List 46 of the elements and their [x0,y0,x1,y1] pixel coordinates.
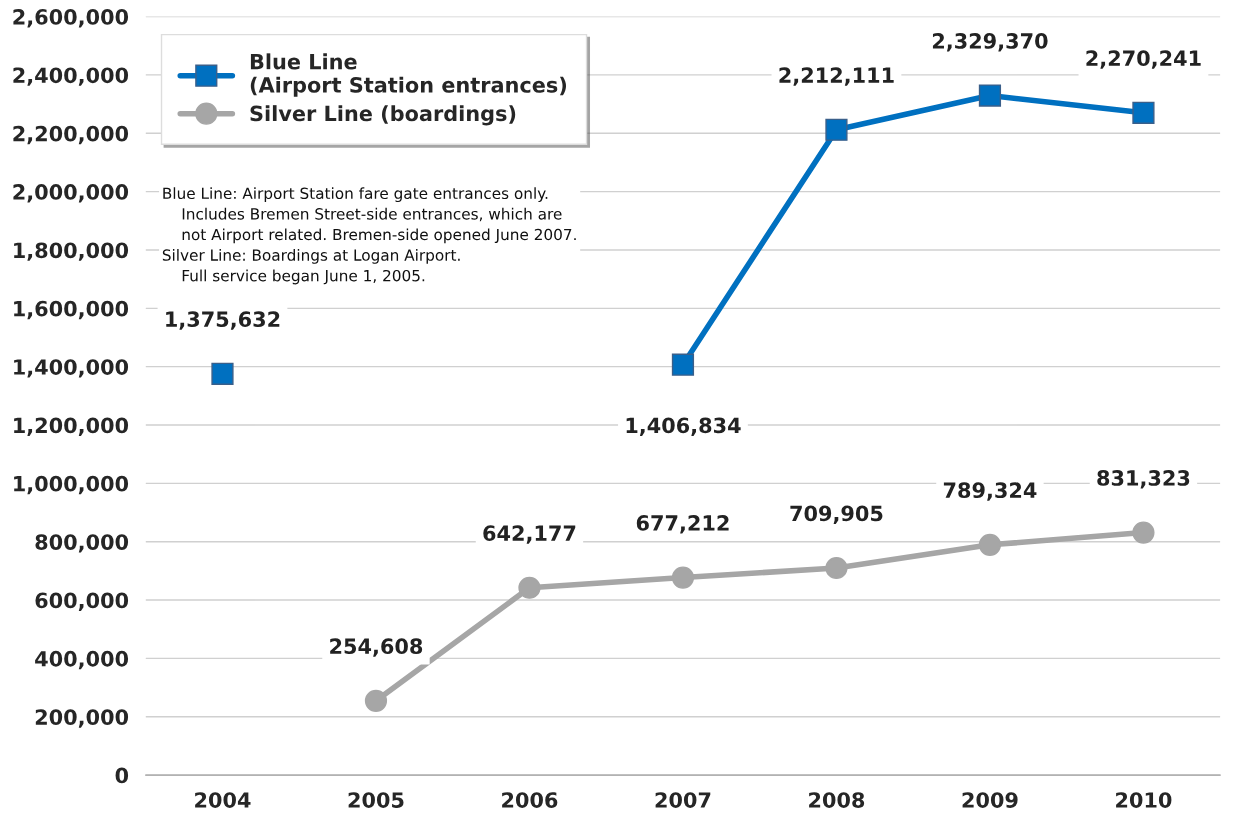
y-tick-label: 200,000 [35,709,129,728]
x-tick-label: 2010 [1116,792,1172,808]
data-label: 831,323 [1097,470,1190,489]
x-tick-label: 2004 [195,792,251,808]
x-tick-label: 2009 [962,792,1018,808]
x-tick-label: 2008 [809,792,865,808]
data-label: 2,329,370 [932,33,1048,52]
legend-label: Silver Line (boardings) [250,105,516,126]
data-label: 1,375,632 [166,311,280,330]
annotation: Blue Line: Airport Station fare gate entrances only. Includes Bremen Street-side entrances, which are not Airport related. Bremen-side opened June 2007. Silver Line: Boardings at Logan Airport. Full service began June 1, 2005. [162,187,576,285]
y-tick-label: 1,000,000 [14,475,129,495]
y-tick-label: 1,600,000 [14,300,129,320]
y-tick-label: 2,600,000 [13,9,129,28]
y-tick-label: 1,400,000 [14,359,129,378]
point [978,84,1002,107]
point [825,556,848,580]
y-tick-label: 2,000,000 [13,184,129,203]
x-tick-label: 2005 [348,792,404,808]
point [671,353,695,376]
y-tick-label: 800,000 [35,534,129,553]
point [364,689,388,712]
point [518,576,541,599]
data-label: 254,608 [330,638,423,657]
point [825,118,848,141]
x-tick-label: 2007 [655,792,711,808]
y-tick-label: 400,000 [35,650,129,670]
data-label: 789,324 [943,482,1037,501]
point [1132,521,1155,544]
point [1132,101,1155,124]
data-label: 2,270,241 [1086,50,1201,69]
data-label: 677,212 [636,515,729,534]
y-tick-label: 0 [115,767,129,784]
y-tick-label: 1,200,000 [14,417,129,436]
point [211,362,234,385]
y-tick-label: 600,000 [35,592,129,611]
data-label: 709,905 [790,505,883,524]
data-label: 642,177 [483,525,576,544]
x-tick-label: 2006 [502,792,558,808]
y-tick-label: 2,400,000 [13,67,129,86]
point [978,533,1002,556]
y-tick-label: 1,800,000 [14,242,129,261]
y-tick-label: 2,200,000 [13,125,129,145]
data-label: 1,406,834 [626,417,741,436]
legend-label: Blue Line (Airport Station entrances) [250,53,567,97]
data-label: 2,212,111 [779,67,894,86]
point [671,566,695,589]
